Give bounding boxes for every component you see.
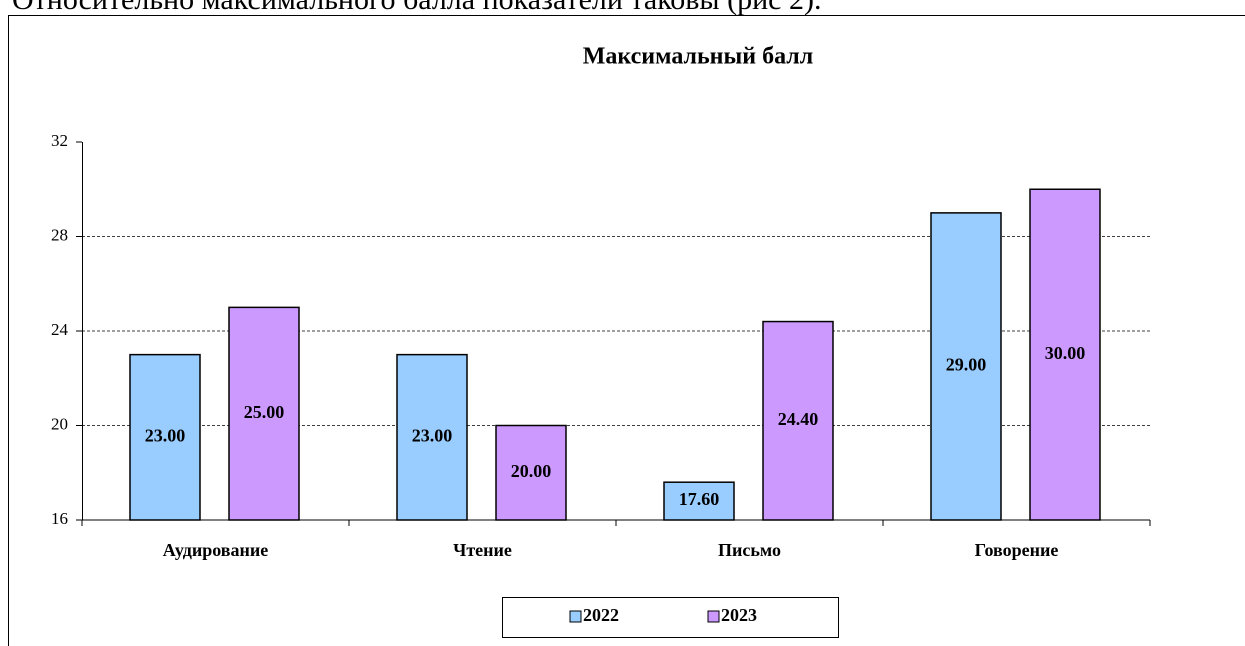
- y-tick-label: 16: [51, 509, 68, 528]
- data-label: 25.00: [244, 402, 285, 422]
- bar: [1029, 188, 1101, 521]
- chart-title: Максимальный балл: [583, 44, 813, 70]
- legend-swatch: [569, 610, 582, 623]
- x-tick-label: Аудирование: [163, 540, 268, 560]
- legend-box: [502, 597, 839, 638]
- data-label: 24.40: [778, 409, 819, 429]
- data-label: 20.00: [511, 461, 552, 481]
- y-tick-label: 28: [51, 225, 68, 244]
- bar: [129, 353, 201, 521]
- x-tick-label: Чтение: [453, 540, 512, 560]
- bar: [762, 320, 834, 521]
- data-label: 17.60: [679, 489, 720, 509]
- data-label: 23.00: [145, 425, 186, 445]
- intro-text: Относительно максимального балла показат…: [12, 0, 821, 16]
- y-tick-label: 32: [51, 131, 68, 150]
- y-tick-label: 24: [51, 320, 69, 339]
- legend-label: 2022: [583, 605, 619, 625]
- data-label: 30.00: [1045, 343, 1086, 363]
- bar: [495, 424, 567, 521]
- y-tick-label: 20: [51, 414, 68, 433]
- chart-frame: [8, 15, 1245, 646]
- bar: [228, 306, 300, 521]
- data-label: 29.00: [946, 355, 987, 375]
- x-tick-label: Письмо: [718, 540, 781, 560]
- legend-label: 2023: [721, 605, 757, 625]
- legend-swatch: [707, 610, 720, 623]
- data-label: 23.00: [412, 425, 453, 445]
- x-tick-label: Говорение: [975, 540, 1059, 560]
